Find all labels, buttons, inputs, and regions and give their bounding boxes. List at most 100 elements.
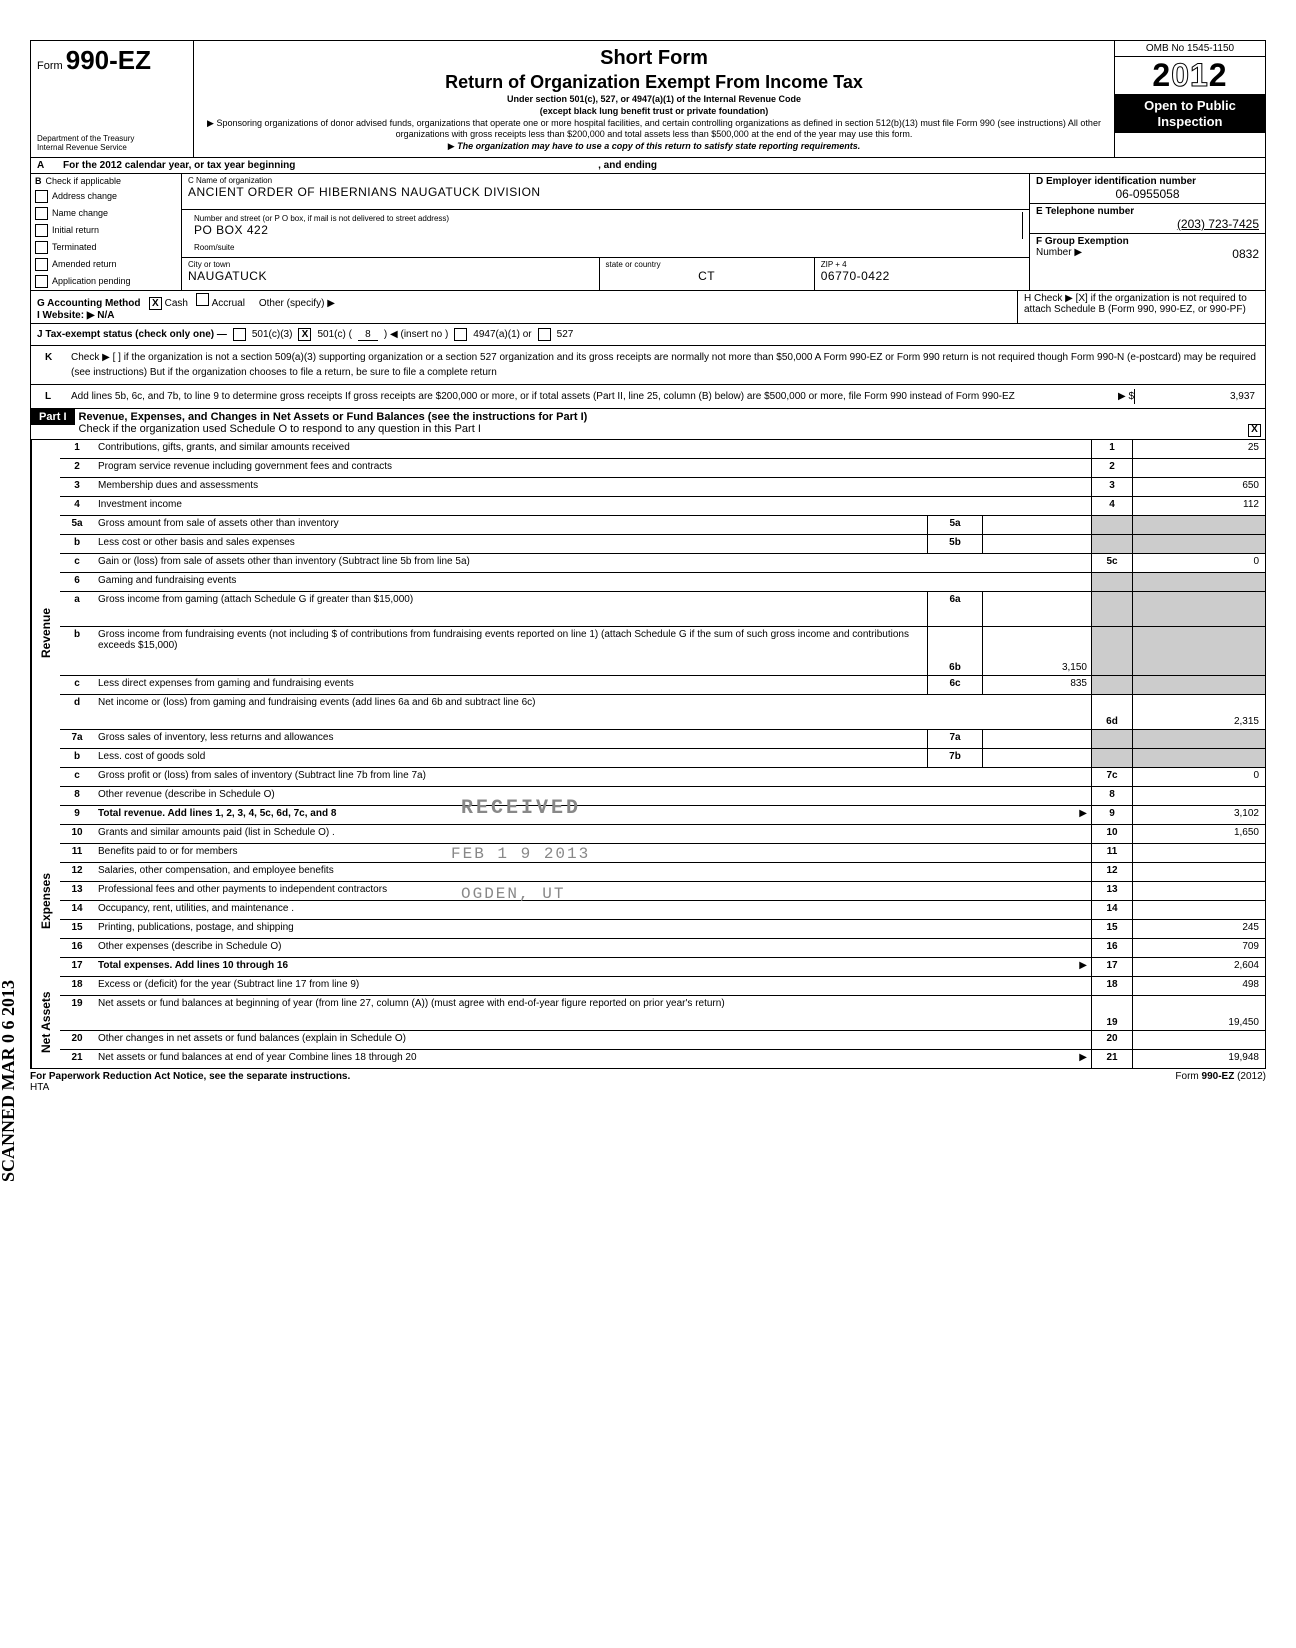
check-501c[interactable]: X [298, 328, 311, 341]
line-j: J Tax-exempt status (check only one) — 5… [31, 324, 1265, 346]
side-revenue: Revenue [31, 440, 60, 825]
form-990ez: Form 990-EZ Department of the Treasury I… [30, 40, 1266, 1069]
val-6b: 3,150 [982, 627, 1091, 675]
part1-header: Part I Revenue, Expenses, and Changes in… [31, 409, 1265, 440]
footer-paperwork: For Paperwork Reduction Act Notice, see … [30, 1071, 350, 1082]
tax-year: 2012 [1115, 57, 1265, 94]
dept-irs: Internal Revenue Service [37, 144, 187, 153]
state-label: state or country [606, 260, 808, 269]
section-b-f: B Check if applicable Address change Nam… [31, 174, 1265, 291]
form-label: Form [37, 60, 63, 72]
col-b-checks: B Check if applicable Address change Nam… [31, 174, 182, 290]
scanned-stamp: SCANNED MAR 0 6 2013 [0, 980, 19, 1182]
state: CT [606, 269, 808, 283]
f-label2: Number ▶ [1036, 247, 1082, 258]
zip-label: ZIP + 4 [821, 260, 1023, 269]
check-527[interactable] [538, 328, 551, 341]
street: PO BOX 422 [194, 223, 1016, 237]
g-label: G Accounting Method [37, 298, 141, 309]
subtitle-except: (except black lung benefit trust or priv… [540, 106, 769, 116]
form-header: Form 990-EZ Department of the Treasury I… [31, 41, 1265, 158]
check-name[interactable] [35, 207, 48, 220]
line-a-ending: , and ending [598, 160, 657, 171]
org-name: ANCIENT ORDER OF HIBERNIANS NAUGATUCK DI… [188, 185, 1023, 199]
city-label: City or town [188, 260, 593, 269]
val-18: 498 [1132, 977, 1265, 995]
check-amended[interactable] [35, 258, 48, 271]
line-a: A For the 2012 calendar year, or tax yea… [31, 158, 1265, 174]
room-label: Room/suite [194, 243, 234, 252]
val-3: 650 [1132, 478, 1265, 496]
title-short-form: Short Form [202, 45, 1106, 71]
footer: For Paperwork Reduction Act Notice, see … [30, 1069, 1266, 1095]
c-label: C Name of organization [188, 176, 1023, 185]
header-left: Form 990-EZ Department of the Treasury I… [31, 41, 194, 157]
street-label: Number and street (or P O box, if mail i… [194, 214, 1016, 223]
zip: 06770-0422 [821, 269, 1023, 283]
group-number: 0832 [1232, 247, 1259, 261]
line-l-arrow: ▶ $ [1094, 389, 1134, 404]
revenue-section: Revenue 1Contributions, gifts, grants, a… [31, 440, 1265, 825]
col-d-e-f: D Employer identification number 06-0955… [1029, 174, 1265, 290]
val-8 [1132, 787, 1265, 805]
open-public-1: Open to Public [1117, 98, 1263, 114]
check-address[interactable] [35, 190, 48, 203]
line-a-text: For the 2012 calendar year, or tax year … [63, 160, 295, 171]
part1-title: Revenue, Expenses, and Changes in Net As… [79, 411, 588, 423]
title-return: Return of Organization Exempt From Incom… [202, 71, 1106, 94]
footer-form: Form 990-EZ (2012) [1175, 1071, 1266, 1093]
line-l: L Add lines 5b, 6c, and 7b, to line 9 to… [31, 385, 1265, 409]
side-expenses: Expenses [31, 825, 60, 977]
footer-hta: HTA [30, 1082, 49, 1093]
expenses-section: Expenses 10Grants and similar amounts pa… [31, 825, 1265, 977]
val-2 [1132, 459, 1265, 477]
val-19: 19,450 [1132, 996, 1265, 1030]
line-h: H Check ▶ [X] if the organization is not… [1017, 291, 1265, 324]
val-6d: 2,315 [1132, 695, 1265, 729]
check-cash[interactable]: X [149, 297, 162, 310]
form-number: 990-EZ [66, 45, 151, 75]
header-center: Short Form Return of Organization Exempt… [194, 41, 1114, 157]
open-public-2: Inspection [1117, 114, 1263, 130]
subtitle-sponsor: Sponsoring organizations of donor advise… [216, 118, 1101, 140]
subtitle-code: Under section 501(c), 527, or 4947(a)(1)… [507, 94, 801, 104]
city: NAUGATUCK [188, 269, 593, 283]
netassets-section: Net Assets 18Excess or (deficit) for the… [31, 977, 1265, 1068]
val-9: 3,102 [1132, 806, 1265, 824]
ein: 06-0955058 [1036, 187, 1259, 201]
e-label: E Telephone number [1036, 206, 1134, 217]
part1-label: Part I [31, 409, 75, 425]
val-5c: 0 [1132, 554, 1265, 572]
val-10: 1,650 [1132, 825, 1265, 843]
f-label: F Group Exemption [1036, 236, 1129, 247]
line-l-value: 3,937 [1134, 389, 1259, 404]
val-15: 245 [1132, 920, 1265, 938]
val-1: 25 [1132, 440, 1265, 458]
col-c-name-addr: C Name of organization ANCIENT ORDER OF … [182, 174, 1029, 290]
val-21: 19,948 [1132, 1050, 1265, 1068]
check-terminated[interactable] [35, 241, 48, 254]
501c-number: 8 [358, 329, 378, 341]
line-i: I Website: ▶ N/A [37, 310, 115, 321]
val-4: 112 [1132, 497, 1265, 515]
d-label: D Employer identification number [1036, 176, 1196, 187]
side-netassets: Net Assets [31, 977, 60, 1068]
line-g-h: G Accounting Method X Cash Accrual Other… [31, 291, 1265, 325]
omb-number: OMB No 1545-1150 [1115, 41, 1265, 57]
check-header: Check if applicable [46, 176, 122, 186]
header-right: OMB No 1545-1150 2012 Open to Public Ins… [1114, 41, 1265, 157]
val-7c: 0 [1132, 768, 1265, 786]
check-4947[interactable] [454, 328, 467, 341]
check-schedule-o[interactable]: X [1248, 424, 1261, 437]
check-pending[interactable] [35, 275, 48, 288]
line-k: K Check ▶ [ ] if the organization is not… [31, 346, 1265, 385]
val-6c: 835 [982, 676, 1091, 694]
val-16: 709 [1132, 939, 1265, 957]
part1-sub: Check if the organization used Schedule … [79, 423, 481, 435]
check-initial[interactable] [35, 224, 48, 237]
check-accrual[interactable] [196, 293, 209, 306]
check-501c3[interactable] [233, 328, 246, 341]
phone: (203) 723-7425 [1036, 217, 1259, 231]
subtitle-state: The organization may have to use a copy … [457, 141, 860, 151]
val-17: 2,604 [1132, 958, 1265, 976]
